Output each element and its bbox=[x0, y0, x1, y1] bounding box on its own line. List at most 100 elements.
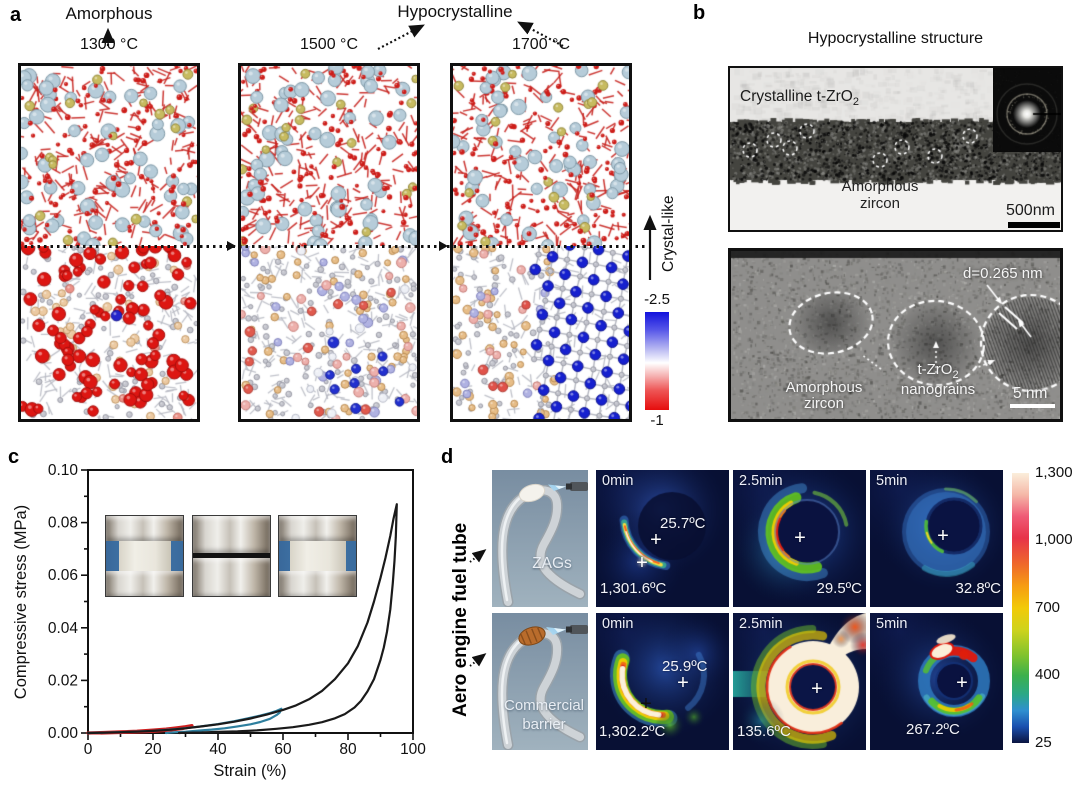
crosshair-icon: + bbox=[650, 529, 662, 551]
amorphous-label: Amorphous bbox=[65, 4, 153, 23]
time-label: 2.5min bbox=[739, 473, 783, 489]
upper-platen bbox=[193, 516, 270, 553]
crosshair-icon: + bbox=[937, 525, 949, 547]
temp-label: 135.6ºC bbox=[737, 723, 791, 740]
commercial-barrier-label: Commercial bbox=[504, 697, 585, 714]
scale-bar-500nm bbox=[1008, 222, 1060, 228]
svg-text:0.06: 0.06 bbox=[48, 567, 78, 584]
ambient-temp-label: 25.9ºC bbox=[662, 658, 708, 675]
time-label: 5min bbox=[876, 473, 908, 489]
svg-text:0: 0 bbox=[84, 741, 93, 758]
crosshair-icon: + bbox=[677, 672, 689, 694]
thermal-colorbar-tick: 700 bbox=[1035, 599, 1061, 616]
lower-platen bbox=[193, 558, 270, 596]
scale-bar-5nm bbox=[1010, 404, 1055, 408]
progression-arrowhead-icon bbox=[227, 241, 236, 251]
svg-text:20: 20 bbox=[144, 741, 162, 758]
panel-b-title: Hypocrystalline structure bbox=[807, 30, 984, 47]
panel-c-label: c bbox=[8, 446, 20, 468]
crosshair-icon: + bbox=[956, 672, 968, 694]
crystal-like-arrow-icon bbox=[643, 214, 657, 280]
thermal-colorbar-tick: 25 bbox=[1035, 734, 1052, 751]
thermal-image-commercial-2p5min: 2.5min + 135.6ºC bbox=[733, 613, 866, 750]
torch-nozzle bbox=[570, 482, 588, 491]
crystal-like-axis-label: Crystal-like bbox=[660, 195, 677, 273]
thermal-colorbar-tick: 1,000 bbox=[1035, 531, 1073, 548]
time-label: 5min bbox=[876, 616, 908, 632]
thermal-colorbar bbox=[1012, 473, 1029, 743]
svg-text:Strain (%): Strain (%) bbox=[213, 762, 286, 780]
hypocrystalline-arrow-right-icon bbox=[517, 21, 564, 47]
md-snapshot-box-1500 bbox=[238, 63, 420, 422]
svg-text:0.02: 0.02 bbox=[48, 672, 78, 689]
stress-strain-chart: 0 20 40 60 80 100 0.00 0.02 0.04 0.06 0.08 0.10 Stra… bbox=[12, 462, 426, 780]
thermal-image-commercial-5min: 5min + 267.2ºC bbox=[870, 613, 1003, 750]
row2-pointer-arrow-icon bbox=[469, 653, 487, 667]
md-structure-1300-image bbox=[21, 66, 197, 246]
thermal-canvas bbox=[870, 613, 1003, 750]
crosshair-icon: + bbox=[636, 552, 648, 574]
compression-photo-compressed bbox=[192, 515, 271, 597]
svg-text:0.08: 0.08 bbox=[48, 515, 78, 532]
colorbar-a-bottom-tick: -1 bbox=[650, 412, 664, 429]
scale-bar-label-500nm: 500nm bbox=[1006, 202, 1055, 219]
panel-d-label: d bbox=[441, 446, 454, 468]
sample-region bbox=[279, 541, 356, 571]
md-snapshot-box-1700 bbox=[450, 63, 632, 422]
panel-a-label: a bbox=[10, 4, 22, 26]
thermal-image-zags-5min: 5min + 32.8ºC bbox=[870, 470, 1003, 607]
temp-label: 267.2ºC bbox=[906, 721, 960, 738]
thermal-image-zags-0min: 0min 25.7ºC + + 1,301.6ºC bbox=[596, 470, 729, 607]
md-order-map-1300-image bbox=[21, 246, 197, 419]
crosshair-icon: + bbox=[640, 693, 652, 715]
compression-photo-recovered bbox=[278, 515, 357, 597]
crosshair-icon: + bbox=[811, 678, 823, 700]
hrtem-image: d=0.265 nm t-ZrO2 nanograins Amorphous z… bbox=[728, 248, 1063, 422]
svg-text:40: 40 bbox=[209, 741, 227, 758]
crystalline-tzro2-label: Crystalline t-ZrO2 bbox=[740, 88, 859, 109]
svg-text:0.04: 0.04 bbox=[48, 620, 79, 637]
amorphous-zircon-label: Amorphous bbox=[841, 178, 919, 195]
time-label: 0min bbox=[602, 473, 634, 489]
temp-label: 32.8ºC bbox=[955, 580, 1001, 597]
ambient-temp-label: 25.7ºC bbox=[660, 515, 706, 532]
temperature-label-1500: 1500 °C bbox=[300, 36, 358, 53]
thermal-canvas bbox=[870, 470, 1003, 607]
temperature-label-1300: 1300 °C bbox=[80, 36, 138, 53]
compressed-sample bbox=[193, 553, 270, 558]
thermal-canvas bbox=[596, 613, 729, 750]
tem-overview-image: Crystalline t-ZrO2 Amorphous zircon 500n… bbox=[728, 66, 1063, 232]
commercial-barrier-label-line2: barrier bbox=[522, 716, 566, 733]
thermal-canvas bbox=[596, 470, 729, 607]
md-order-map-1500-image bbox=[241, 246, 417, 419]
thermal-canvas bbox=[733, 613, 866, 750]
svg-text:0.10: 0.10 bbox=[48, 462, 79, 479]
colorbar-a bbox=[645, 312, 669, 410]
svg-text:80: 80 bbox=[339, 741, 357, 758]
progression-dashed-line bbox=[18, 245, 648, 248]
scale-bar-label-5nm: 5 nm bbox=[1013, 385, 1048, 402]
tzro2-nanograins-label-line2: nanograins bbox=[900, 381, 976, 398]
hypocrystalline-label: Hypocrystalline bbox=[397, 2, 513, 21]
time-label: 2.5min bbox=[739, 616, 783, 632]
svg-text:60: 60 bbox=[274, 741, 292, 758]
commercial-barrier-tube-photo: Commercial barrier bbox=[492, 613, 588, 750]
diffraction-pattern-inset bbox=[993, 68, 1061, 152]
progression-arrowhead-icon bbox=[439, 241, 448, 251]
thermal-canvas bbox=[733, 470, 866, 607]
md-structure-1500-image bbox=[241, 66, 417, 246]
hot-temp-label: 1,301.6ºC bbox=[600, 580, 667, 597]
upper-platen bbox=[106, 516, 183, 541]
svg-text:0.00: 0.00 bbox=[48, 725, 79, 742]
aerogel-sample bbox=[118, 541, 171, 571]
zags-tube-photo: ZAGs bbox=[492, 470, 588, 607]
md-order-map-1700-image bbox=[453, 246, 629, 419]
panel-b-label: b bbox=[693, 2, 706, 24]
sample-region bbox=[106, 541, 183, 571]
tzro2-nanograins-label: t-ZrO2 bbox=[917, 361, 959, 381]
svg-text:Compressive stress (MPa): Compressive stress (MPa) bbox=[12, 505, 30, 699]
lower-platen bbox=[279, 571, 356, 596]
hot-temp-label: 1,302.2ºC bbox=[599, 723, 666, 740]
hypocrystalline-arrow-left-icon bbox=[377, 24, 425, 50]
